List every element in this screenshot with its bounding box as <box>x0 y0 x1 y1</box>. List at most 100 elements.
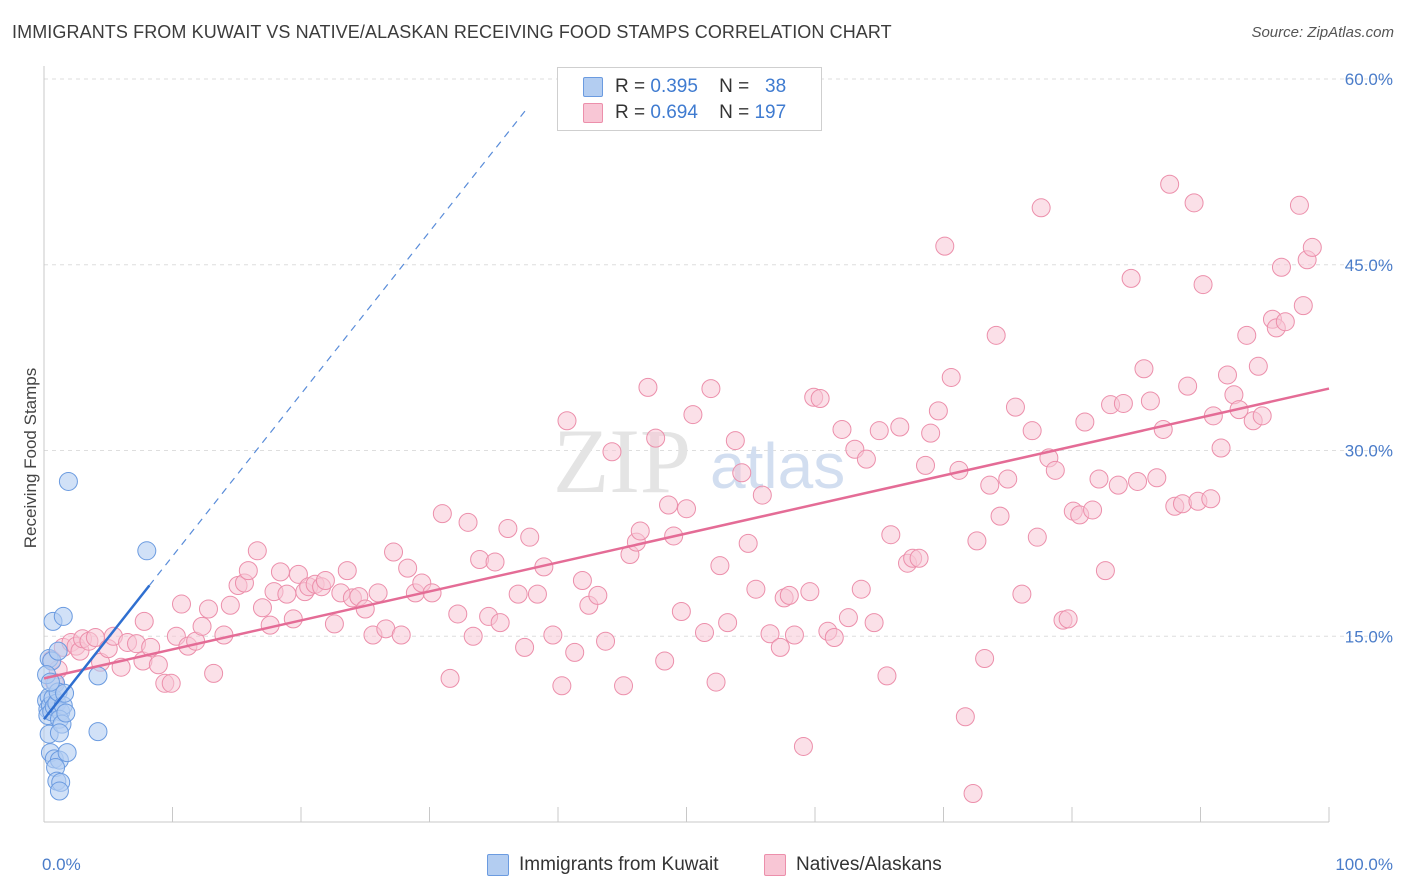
natives-point <box>602 442 622 462</box>
y-tick-label: 60.0% <box>1345 70 1393 89</box>
natives-point <box>701 379 721 399</box>
tick-labels: 15.0% 30.0% 45.0% 60.0% 0.0% 100.0% <box>42 70 1393 874</box>
natives-point <box>990 506 1010 526</box>
natives-point <box>1160 174 1180 194</box>
legend-item-kuwait[interactable]: Immigrants from Kuwait <box>487 851 719 879</box>
natives-point <box>1302 237 1322 257</box>
n-value: 38 <box>765 76 787 97</box>
natives-point <box>683 405 703 425</box>
natives-point <box>1075 412 1095 432</box>
natives-point <box>921 423 941 443</box>
kuwait-point <box>48 641 68 661</box>
natives-point <box>572 571 592 591</box>
natives-point <box>134 611 154 631</box>
natives-point <box>440 668 460 688</box>
y-tick-label: 15.0% <box>1345 627 1393 646</box>
natives-point <box>220 595 240 615</box>
r-label: R = <box>615 76 646 97</box>
natives-point <box>247 541 267 561</box>
natives-point <box>1095 561 1115 581</box>
natives-point <box>718 613 738 633</box>
natives-point <box>1271 257 1291 277</box>
natives-point <box>283 609 303 629</box>
natives-point <box>1089 469 1109 489</box>
natives-point <box>800 582 820 602</box>
natives-point <box>204 663 224 683</box>
natives-point <box>1201 489 1221 509</box>
natives-point <box>1031 198 1051 218</box>
natives-point <box>498 519 518 539</box>
natives-point <box>1012 584 1032 604</box>
natives-point <box>557 411 577 431</box>
natives-point <box>324 614 344 634</box>
natives-point <box>1027 527 1047 547</box>
source-note: Source: ZipAtlas.com <box>1251 24 1394 41</box>
natives-point <box>288 564 308 584</box>
natives-point <box>1108 475 1128 495</box>
natives-point <box>337 561 357 581</box>
r-value: 0.694 <box>650 102 698 123</box>
natives-point <box>706 672 726 692</box>
natives-point <box>998 469 1018 489</box>
natives-point <box>779 585 799 605</box>
natives-point <box>391 625 411 645</box>
natives-point <box>725 431 745 451</box>
natives-point <box>171 594 191 614</box>
natives-point <box>1058 609 1078 629</box>
natives-point <box>986 325 1006 345</box>
kuwait-point <box>53 606 73 626</box>
natives-point <box>355 599 375 619</box>
stats-legend-box: R = 0.395 N = 38 R = 0.694 N = 197 <box>557 67 822 131</box>
natives-point <box>909 548 929 568</box>
kuwait-legend-swatch <box>487 854 509 876</box>
natives-point <box>1147 468 1167 488</box>
y-tick-label: 45.0% <box>1345 256 1393 275</box>
natives-point <box>832 419 852 439</box>
natives-point <box>1153 419 1173 439</box>
natives-point <box>448 604 468 624</box>
natives-point <box>490 613 510 633</box>
natives-alaskans-points <box>42 174 1322 804</box>
kuwait-legend-label: Immigrants from Kuwait <box>519 854 719 875</box>
natives-point <box>1140 391 1160 411</box>
natives-point <box>543 625 563 645</box>
natives-point <box>1248 356 1268 376</box>
legend-item-natives[interactable]: Natives/Alaskans <box>764 851 942 879</box>
natives-point <box>877 666 897 686</box>
natives-point <box>677 499 696 519</box>
natives-point <box>980 475 1000 495</box>
natives-point <box>368 583 388 603</box>
r-label: R = <box>615 102 646 123</box>
natives-point <box>1083 500 1103 520</box>
natives-point <box>238 561 258 581</box>
n-label: N = <box>719 76 750 97</box>
natives-swatch <box>583 103 603 123</box>
natives-point <box>485 552 505 572</box>
y-axis-label: Receiving Food Stamps <box>21 368 40 548</box>
natives-point <box>630 521 650 541</box>
natives-point <box>614 676 634 696</box>
natives-point <box>655 651 675 671</box>
natives-point <box>881 525 901 545</box>
natives-point <box>161 673 181 693</box>
natives-point <box>1113 393 1133 413</box>
natives-point <box>760 624 780 644</box>
natives-point <box>694 623 714 643</box>
natives-point <box>1193 275 1213 295</box>
x-tick-label: 0.0% <box>42 855 81 874</box>
natives-point <box>508 584 528 604</box>
stats-row-kuwait: R = 0.395 N = 38 <box>583 75 786 99</box>
natives-point <box>1005 397 1025 417</box>
kuwait-point <box>49 723 69 743</box>
n-value: 197 <box>754 102 787 123</box>
kuwait-point <box>56 703 76 723</box>
natives-point <box>975 649 995 669</box>
natives-point <box>1237 325 1257 345</box>
natives-point <box>916 455 936 475</box>
natives-legend-label: Natives/Alaskans <box>796 854 942 875</box>
natives-point <box>1134 359 1154 379</box>
natives-point <box>810 388 830 408</box>
natives-point <box>838 608 858 628</box>
natives-point <box>1252 406 1272 426</box>
